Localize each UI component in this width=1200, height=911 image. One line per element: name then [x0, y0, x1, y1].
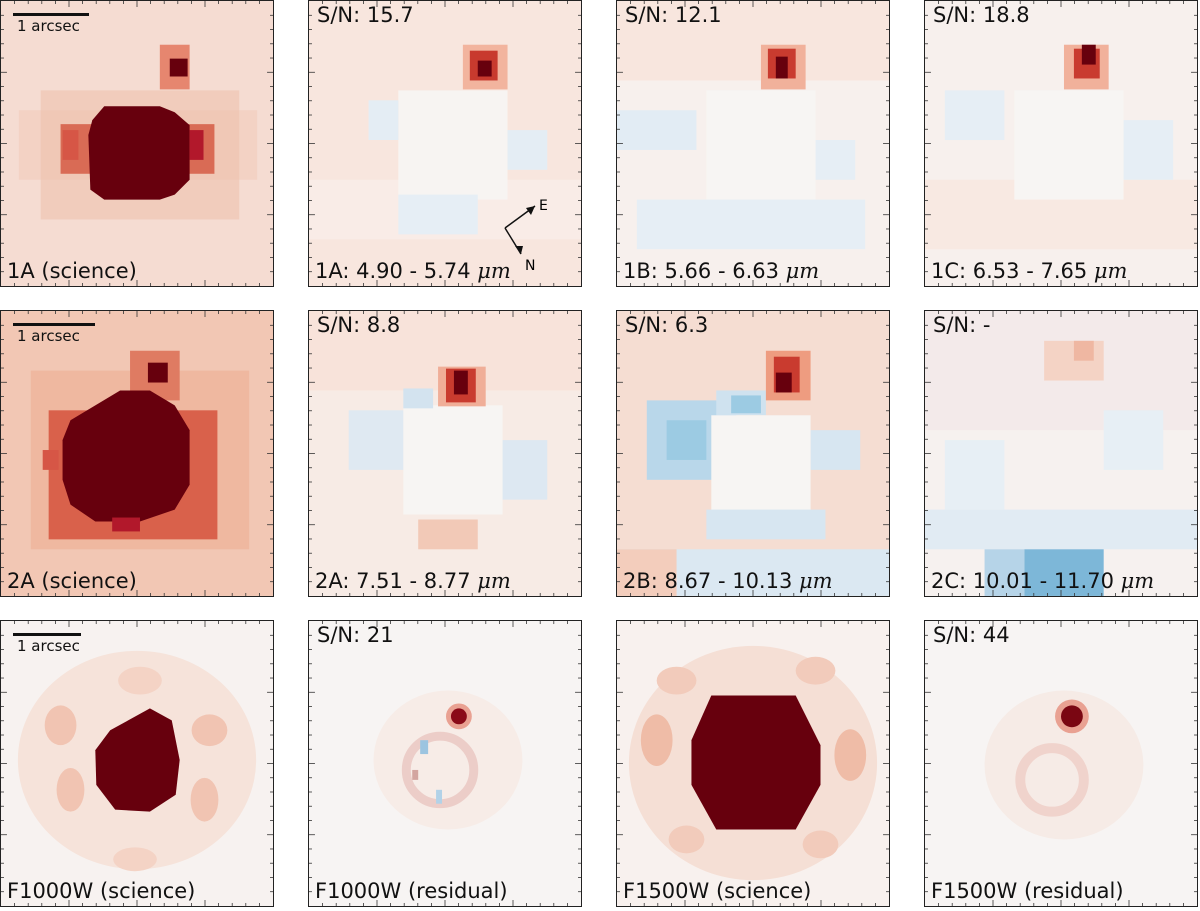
sn-label: S/N: 8.8	[317, 313, 401, 337]
compass-arrows: E N	[504, 198, 548, 274]
sn-label: S/N: 6.3	[625, 313, 709, 337]
compass-north: N	[525, 258, 535, 274]
image-2A-science	[1, 311, 273, 596]
sn-label: S/N: -	[933, 313, 991, 337]
panel-2C-residual: S/N: - 2C: 10.01 - 11.70 μm	[924, 310, 1198, 597]
panel-label: 1A: 4.90 - 5.74 μm	[315, 259, 511, 283]
panel-F1000W-science: 1 arcsec F1000W (science)	[0, 620, 274, 907]
sn-label: S/N: 21	[317, 623, 394, 647]
panel-F1500W-science: F1500W (science)	[616, 620, 890, 907]
panel-2A-residual: S/N: 8.8 2A: 7.51 - 8.77 μm	[308, 310, 582, 597]
image-2A-residual	[309, 311, 581, 596]
panel-F1500W-residual: S/N: 44 F1500W (residual)	[924, 620, 1198, 907]
image-2B-residual	[617, 311, 889, 596]
panel-F1000W-residual: S/N: 21 F1000W (residual)	[308, 620, 582, 907]
panel-label: 1A (science)	[7, 259, 137, 283]
scale-bar-label: 1 arcsec	[17, 17, 80, 35]
panel-label: 2C: 10.01 - 11.70 μm	[931, 569, 1155, 593]
scale-bar	[13, 633, 81, 636]
image-1A-science	[1, 1, 273, 286]
panel-1B-residual: S/N: 12.1 1B: 5.66 - 6.63 μm	[616, 0, 890, 287]
sn-label: S/N: 44	[933, 623, 1010, 647]
scale-bar	[13, 13, 89, 16]
image-F1500W-residual	[925, 621, 1197, 906]
panel-1C-residual: S/N: 18.8 1C: 6.53 - 7.65 μm	[924, 0, 1198, 287]
scale-bar	[13, 323, 95, 326]
scale-bar-label: 1 arcsec	[17, 637, 80, 655]
compass-east: E	[539, 198, 548, 214]
sn-label: S/N: 18.8	[933, 3, 1030, 27]
panel-label: F1500W (science)	[623, 879, 812, 903]
panel-2B-residual: S/N: 6.3 2B: 8.67 - 10.13 μm	[616, 310, 890, 597]
image-1B-residual	[617, 1, 889, 286]
panel-label: 1C: 6.53 - 7.65 μm	[931, 259, 1128, 283]
panel-1A-science: 1 arcsec 1A (science)	[0, 0, 274, 287]
panel-label: 1B: 5.66 - 6.63 μm	[623, 259, 820, 283]
scale-bar-label: 1 arcsec	[17, 327, 80, 345]
image-2C-residual	[925, 311, 1197, 596]
image-1C-residual	[925, 1, 1197, 286]
image-F1500W-science	[617, 621, 889, 906]
sn-label: S/N: 12.1	[625, 3, 722, 27]
panel-label: F1000W (residual)	[315, 879, 508, 903]
panel-label: 2B: 8.67 - 10.13 μm	[623, 569, 833, 593]
sn-label: S/N: 15.7	[317, 3, 414, 27]
panel-label: 2A (science)	[7, 569, 137, 593]
panel-label: 2A: 7.51 - 8.77 μm	[315, 569, 511, 593]
image-F1000W-science	[1, 621, 273, 906]
image-1A-residual	[309, 1, 581, 286]
panel-2A-science: 1 arcsec 2A (science)	[0, 310, 274, 597]
panel-label: F1000W (science)	[7, 879, 196, 903]
image-F1000W-residual	[309, 621, 581, 906]
panel-label: F1500W (residual)	[931, 879, 1124, 903]
panel-1A-residual: S/N: 15.7 E N 1A: 4.90 - 5.74 μm	[308, 0, 582, 287]
